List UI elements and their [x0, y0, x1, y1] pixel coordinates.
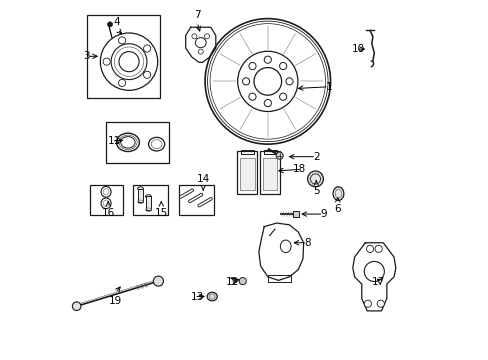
Circle shape [276, 152, 283, 159]
Circle shape [153, 276, 163, 286]
Circle shape [285, 78, 292, 85]
Text: 19: 19 [108, 296, 122, 306]
Bar [137, 189, 143, 202]
Text: 13: 13 [190, 292, 203, 302]
Circle shape [118, 37, 125, 44]
Bar [106, 122, 169, 163]
Text: 10: 10 [351, 44, 364, 54]
Bar [86, 15, 160, 98]
Text: 16: 16 [102, 208, 115, 218]
Bar [240, 158, 254, 190]
Circle shape [264, 99, 271, 107]
Circle shape [366, 245, 373, 252]
Circle shape [103, 58, 110, 65]
Bar [241, 150, 253, 154]
Text: 17: 17 [371, 277, 385, 287]
Circle shape [118, 79, 125, 86]
Circle shape [143, 71, 150, 78]
Bar [133, 185, 168, 215]
Circle shape [143, 45, 150, 52]
Bar [292, 211, 298, 217]
Circle shape [279, 62, 286, 69]
Text: 18: 18 [292, 164, 305, 174]
Circle shape [248, 62, 256, 69]
Text: 4: 4 [114, 17, 120, 27]
Ellipse shape [332, 187, 343, 201]
Text: 6: 6 [334, 204, 340, 214]
Bar [267, 275, 290, 282]
Circle shape [72, 302, 81, 311]
Circle shape [264, 56, 271, 63]
Circle shape [248, 93, 256, 100]
Text: 8: 8 [304, 238, 310, 248]
Bar [89, 185, 122, 215]
Bar [237, 151, 257, 194]
Text: 9: 9 [320, 209, 326, 219]
Text: 7: 7 [193, 9, 200, 19]
Circle shape [242, 78, 249, 85]
Circle shape [204, 34, 209, 39]
Circle shape [198, 49, 203, 54]
Circle shape [239, 278, 246, 285]
Bar [263, 158, 277, 190]
Bar [179, 185, 214, 215]
Text: 14: 14 [196, 175, 209, 184]
Text: 12: 12 [226, 277, 239, 287]
Circle shape [191, 34, 197, 39]
Text: 1: 1 [325, 82, 332, 92]
Circle shape [107, 22, 112, 27]
Text: 11: 11 [108, 136, 121, 145]
Bar [145, 197, 151, 210]
Circle shape [279, 93, 286, 100]
Text: 15: 15 [154, 208, 167, 218]
Circle shape [374, 245, 382, 252]
Bar [260, 151, 280, 194]
Circle shape [364, 300, 371, 307]
Text: 3: 3 [82, 51, 89, 61]
Circle shape [307, 171, 323, 187]
Circle shape [376, 300, 384, 307]
Bar [264, 150, 276, 154]
Text: 5: 5 [312, 186, 319, 196]
Ellipse shape [207, 292, 217, 301]
Text: 2: 2 [313, 152, 320, 162]
